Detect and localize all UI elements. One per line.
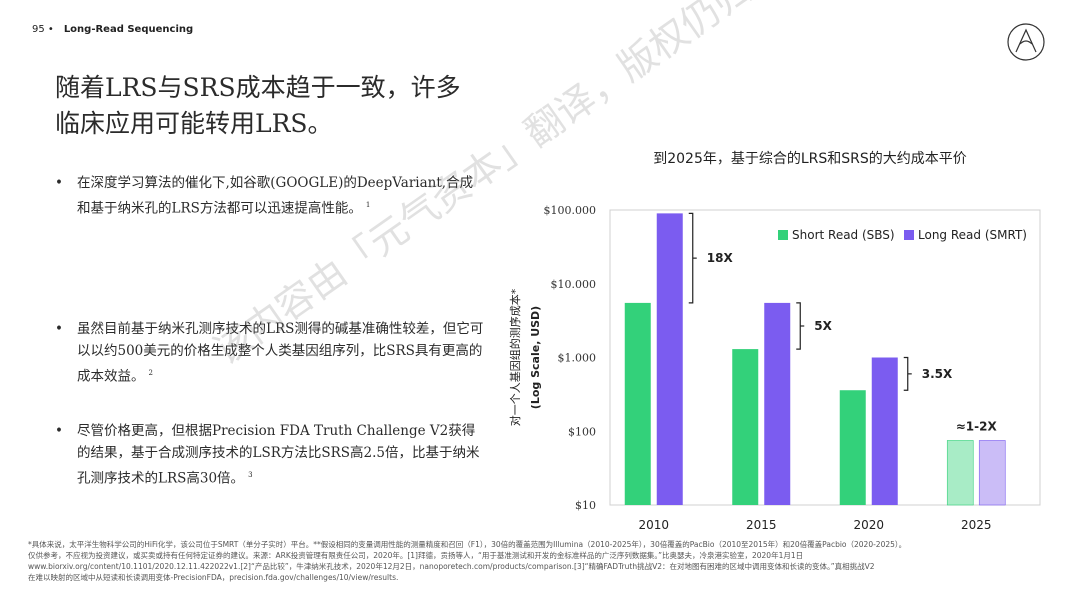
y-tick-label: $10 — [575, 499, 596, 512]
annotation-label: 5X — [814, 319, 832, 333]
bar-long-read — [764, 302, 791, 505]
y-tick-label: $1.000 — [558, 352, 597, 365]
page-header: 95 • Long-Read Sequencing — [32, 24, 193, 35]
legend-label: Short Read (SBS) — [792, 228, 895, 242]
ark-logo-icon — [1007, 23, 1045, 61]
plot-frame — [609, 209, 1041, 506]
footnote-line: 仅供参考，不应视为投资建议，或买卖或持有任何特定证券的建议。来源：ARK投资管理… — [28, 551, 804, 560]
y-tick-label: $10.000 — [551, 278, 597, 291]
annotation-label: ≈1-2X — [956, 419, 998, 433]
y-tick-label: $100.000 — [544, 204, 597, 217]
section-title: Long-Read Sequencing — [63, 24, 194, 35]
annotation-bracket — [796, 302, 801, 350]
bar-short-read — [624, 302, 651, 505]
cost-bar-chart: $10 $100 $1.000 $10.000 $100.000 对一个人基因组的测序成本… — [508, 204, 1041, 532]
annotation-label: 3.5X — [922, 367, 953, 381]
bar-long-read — [656, 213, 683, 505]
annotation-bracket — [903, 356, 909, 391]
legend-swatch — [904, 230, 914, 240]
footnote: *具体来说，太平洋生物科学公司的HiFi化学，该公司位于SMRT（单分子实时）平… — [28, 539, 1068, 583]
bar-long-read — [978, 440, 1006, 506]
annotation-label: 18X — [707, 251, 734, 265]
bar-short-read — [732, 349, 759, 505]
bullet-ref: 3 — [248, 471, 253, 479]
footnote-line: www.biorxiv.org/content/10.1101/2020.12.… — [28, 562, 875, 571]
bullet-text: 尽管价格更高，但根据Precision FDA Truth Challenge … — [77, 423, 480, 487]
bullet-text: 在深度学习算法的催化下,如谷歌(GOOGLE)的DeepVariant,合成和基… — [77, 175, 474, 217]
footnote-line: *具体来说，太平洋生物科学公司的HiFi化学，该公司位于SMRT（单分子实时）平… — [28, 540, 907, 549]
page-title: 随着LRS与SRS成本趋于一致，许多临床应用可能转用LRS。 — [55, 73, 461, 138]
bar-short-read — [839, 390, 866, 505]
legend-swatch — [778, 230, 788, 240]
x-tick-label: 2025 — [961, 518, 992, 532]
bullet-item: • 虽然目前基于纳米孔测序技术的LRS测得的碱基准确性较差，但它可以以约500美元… — [55, 321, 484, 385]
x-tick-label: 2020 — [853, 518, 884, 532]
bullet-item: • 尽管价格更高，但根据Precision FDA Truth Challenge… — [55, 423, 480, 487]
y-tick-label: $100 — [568, 425, 596, 438]
bullet-text: 虽然目前基于纳米孔测序技术的LRS测得的碱基准确性较差，但它可以以约500美元的… — [77, 321, 484, 385]
y-axis-label: 对一个人基因组的测序成本* — [508, 288, 522, 426]
bullet-item: • 在深度学习算法的催化下,如谷歌(GOOGLE)的DeepVariant,合成和… — [55, 175, 474, 217]
bar-long-read — [871, 357, 898, 505]
x-tick-label: 2015 — [746, 518, 777, 532]
page-number: 95 • — [32, 24, 54, 35]
footnote-line: 在难以映射的区域中从短读和长读调用变体-PrecisionFDA，precisi… — [28, 573, 399, 582]
x-tick-label: 2010 — [638, 518, 669, 532]
bullet-ref: 2 — [148, 369, 153, 377]
y-axis-label-units: (Log Scale, USD) — [529, 306, 542, 409]
legend-label: Long Read (SMRT) — [918, 228, 1027, 242]
bar-short-read — [946, 440, 974, 506]
chart-title: 到2025年，基于综合的LRS和SRS的大约成本平价 — [653, 151, 967, 167]
annotation-bracket — [688, 212, 694, 304]
bullet-ref: 1 — [365, 201, 371, 209]
